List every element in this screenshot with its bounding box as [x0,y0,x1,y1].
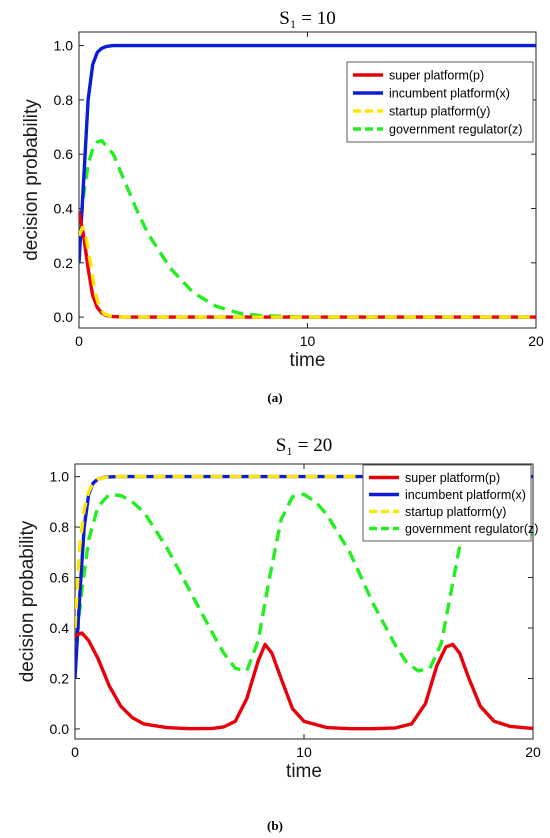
y-tick-label: 0.4 [50,620,70,636]
legend-label: government regulator(z) [405,522,538,536]
chart-a-svg: S₁ = 10 0.0 0.2 0.4 0.6 0.8 1.0 0 10 20 time decisi… [21,8,544,371]
legend-label: startup platform(y) [389,105,490,119]
x-tick-label: 0 [75,333,83,349]
y-tick-label: 0.8 [54,92,74,108]
y-tick-label: 1.0 [54,38,74,54]
y-axis-label: decision probability [17,520,38,682]
x-tick-label: 10 [300,333,316,349]
x-tick-label: 20 [528,333,544,349]
y-tick-label: 0.0 [54,309,74,325]
y-tick-label: 1.0 [50,469,70,485]
legend-label: incumbent platform(x) [389,87,510,101]
legend-label: super platform(p) [405,471,500,485]
y-tick-label: 0.6 [50,570,70,586]
caption-b: (b) [267,818,283,833]
caption-a: (a) [267,390,283,405]
chart-b-svg: S₁ = 20 0.0 0.2 0.4 0.6 0.8 1.0 0 10 20 time decisi… [17,435,541,782]
y-tick-label: 0.6 [54,146,74,162]
series-line-2 [79,225,536,319]
series-line-2 [75,474,533,629]
x-axis-label: time [286,761,322,782]
legend-label: incumbent platform(x) [405,488,526,502]
x-tick-label: 20 [525,744,541,760]
y-tick-label: 0.8 [50,519,70,535]
chart-title: S₁ = 20 [276,435,332,456]
legend-label: government regulator(z) [389,123,522,137]
x-axis-label: time [290,350,326,371]
x-tick-label: 10 [296,744,312,760]
y-tick-label: 0.2 [50,670,70,686]
series-line-0 [75,631,533,731]
y-axis-label: decision probability [21,99,42,261]
x-tick-label: 0 [71,744,79,760]
y-tick-label: 0.4 [54,201,74,217]
y-tick-label: 0.0 [50,721,70,737]
legend-label: super platform(p) [389,69,484,83]
y-tick-label: 0.2 [54,255,74,271]
series-line-1 [79,43,536,263]
series-line-3 [75,492,533,673]
chart-panel-b: S₁ = 20 0.0 0.2 0.4 0.6 0.8 1.0 0 10 20 time decisi… [0,425,550,838]
chart-panel-a: S₁ = 10 0.0 0.2 0.4 0.6 0.8 1.0 0 10 20 time decisi… [0,0,550,410]
legend-label: startup platform(y) [405,505,506,519]
chart-title: S₁ = 10 [279,8,335,29]
